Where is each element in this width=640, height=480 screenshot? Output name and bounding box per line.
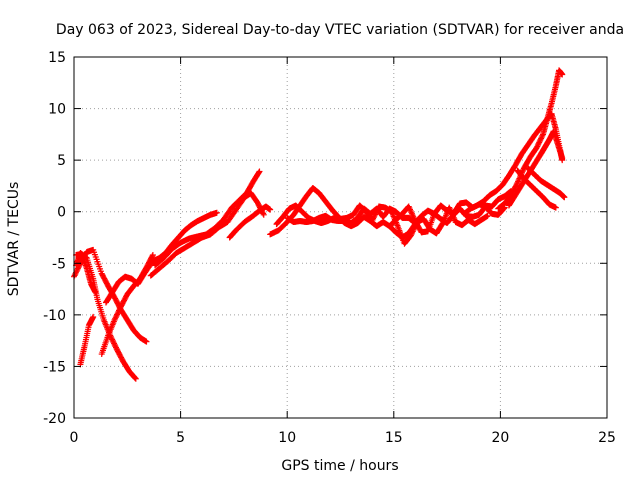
data-point xyxy=(539,132,546,139)
series-8 xyxy=(152,168,263,269)
data-point xyxy=(74,265,81,272)
data-point xyxy=(74,266,81,273)
x-tick-label: 0 xyxy=(70,430,79,446)
axis-ticks: 0 5 10 15 20 25 -20 -15 -10 -5 0 5 10 15 xyxy=(43,50,616,446)
data-point xyxy=(369,216,376,223)
series-12 xyxy=(284,203,508,227)
data-point xyxy=(92,289,99,296)
data-point xyxy=(110,339,117,346)
y-tick-label: 10 xyxy=(48,102,66,118)
data-point xyxy=(111,317,118,324)
data-point xyxy=(90,313,97,320)
data-point xyxy=(149,252,156,259)
series-4 xyxy=(77,313,97,368)
data-point xyxy=(536,139,543,146)
data-point xyxy=(149,253,156,260)
data-point xyxy=(533,144,540,151)
data-point xyxy=(408,231,415,238)
data-point xyxy=(513,181,520,188)
data-point xyxy=(112,343,119,350)
y-tick-label: 0 xyxy=(57,205,66,221)
y-tick-label: 5 xyxy=(57,153,66,169)
x-tick-label: 10 xyxy=(278,430,296,446)
data-point xyxy=(535,140,542,147)
data-point xyxy=(113,312,120,319)
data-point xyxy=(559,155,566,162)
data-point xyxy=(109,337,116,344)
data-point xyxy=(537,136,544,143)
series-9 xyxy=(226,203,274,241)
data-point xyxy=(371,212,378,219)
y-tick-label: -20 xyxy=(43,411,66,427)
data-point xyxy=(534,142,541,149)
y-tick-label: 15 xyxy=(48,50,66,66)
data-point xyxy=(114,310,121,317)
data-point xyxy=(132,375,139,382)
x-tick-label: 25 xyxy=(598,430,616,446)
data-point xyxy=(260,211,267,218)
y-tick-label: -15 xyxy=(43,359,66,375)
data-point xyxy=(411,225,418,232)
y-tick-label: -5 xyxy=(52,256,66,272)
series-3 xyxy=(73,251,99,296)
grid-lines xyxy=(74,57,607,418)
y-axis-label: SDTVAR / TECUs xyxy=(6,182,22,297)
data-point xyxy=(407,232,414,239)
data-point xyxy=(116,306,123,313)
data-point xyxy=(71,272,78,279)
data-point xyxy=(559,71,566,78)
x-axis-label: GPS time / hours xyxy=(281,458,398,474)
data-point xyxy=(143,338,150,345)
data-point xyxy=(111,341,118,348)
data-point xyxy=(114,311,121,318)
data-point xyxy=(109,336,116,343)
data-point xyxy=(538,135,545,142)
data-point xyxy=(536,138,543,145)
data-point xyxy=(132,375,139,382)
data-point xyxy=(370,214,377,221)
series-17 xyxy=(514,167,559,211)
data-point xyxy=(213,209,220,216)
data-point xyxy=(561,194,568,201)
series-18 xyxy=(525,165,568,201)
data-point xyxy=(484,212,491,219)
data-point xyxy=(115,308,122,315)
data-point xyxy=(410,227,417,234)
x-tick-label: 15 xyxy=(385,430,403,446)
data-point xyxy=(73,268,80,275)
y-tick-label: -10 xyxy=(43,308,66,324)
data-point xyxy=(538,134,545,141)
data-point xyxy=(255,169,262,176)
data-point xyxy=(111,340,118,347)
data-point xyxy=(112,315,119,322)
data-point xyxy=(267,206,274,213)
series-15 xyxy=(495,67,566,212)
data-point xyxy=(409,228,416,235)
data-point xyxy=(108,335,115,342)
data-point xyxy=(370,215,377,222)
data-point xyxy=(256,168,263,175)
data-point xyxy=(409,229,416,236)
chart-title: Day 063 of 2023, Sidereal Day-to-day VTE… xyxy=(56,22,624,38)
data-point xyxy=(72,271,79,278)
data-points xyxy=(71,67,568,382)
x-tick-label: 5 xyxy=(176,430,185,446)
x-tick-label: 20 xyxy=(491,430,509,446)
plot-border xyxy=(73,56,608,419)
data-point xyxy=(552,204,559,211)
data-point xyxy=(112,314,119,321)
data-point xyxy=(534,143,541,150)
data-point xyxy=(115,307,122,314)
